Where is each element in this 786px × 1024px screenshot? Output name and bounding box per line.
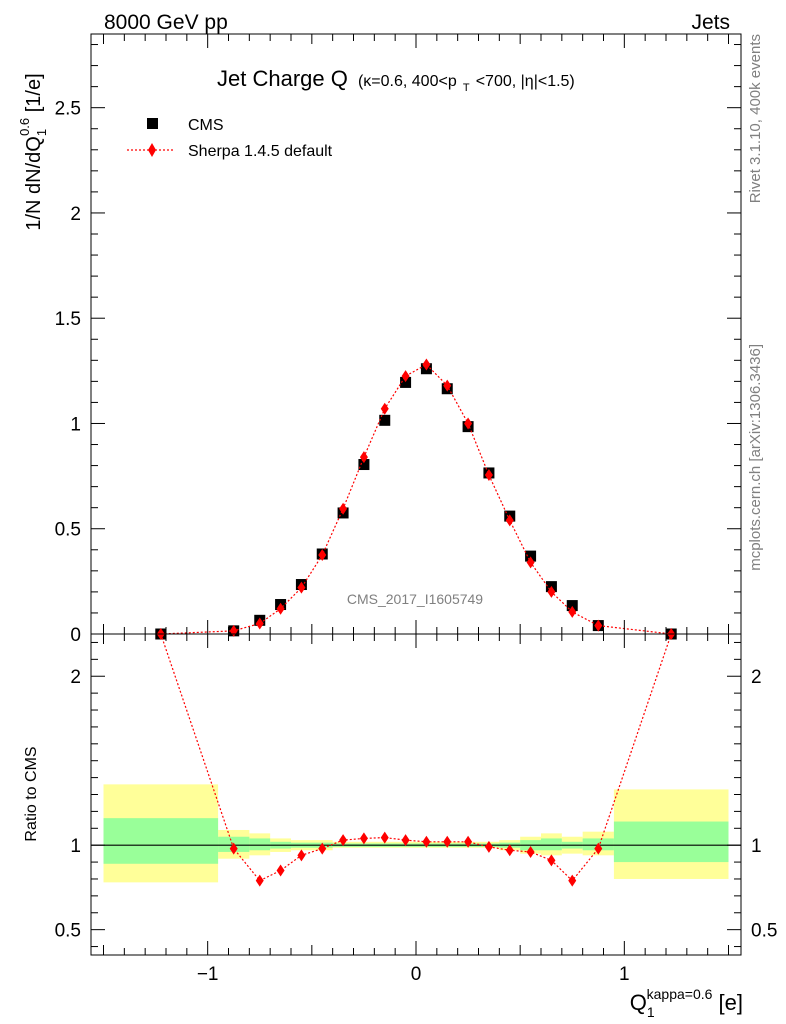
sherpa-point: [401, 370, 410, 383]
sherpa-point: [568, 605, 577, 618]
sherpa-point: [422, 358, 431, 371]
cms-point: [358, 459, 370, 471]
cms-point: [525, 550, 537, 562]
ratio-series: [160, 633, 672, 887]
ratio-sherpa-point: [443, 835, 452, 848]
cms-point: [566, 600, 578, 612]
ratio-sherpa-point: [505, 844, 514, 857]
x-axis-label-q: Q: [630, 990, 647, 1015]
ratio-y-axis-label: Ratio to CMS: [23, 746, 40, 841]
ratio-sherpa-point: [318, 842, 327, 855]
ratio-band-green: [613, 821, 729, 863]
legend-label-sherpa: Sherpa 1.4.5 default: [188, 143, 333, 160]
y-axis-label: 1/N dN/dQ10.6 [1/e]: [17, 73, 49, 230]
ratio-sherpa-point: [339, 834, 348, 847]
header-left: 8000 GeV pp: [104, 11, 228, 34]
ratio-sherpa-point: [276, 864, 285, 877]
legend-marker-sherpa: [148, 143, 156, 157]
x-axis-label: Q1 kappa=0.6 [e]: [630, 986, 743, 1020]
watermark: CMS_2017_I1605749: [347, 591, 483, 607]
sherpa-point: [255, 617, 264, 630]
x-tick-label: 1: [619, 964, 630, 985]
sherpa-point: [505, 514, 514, 527]
chart-subtitle-b: <700, |η|<1.5): [476, 73, 575, 90]
legend-label-cms: CMS: [188, 117, 224, 134]
ratio-sherpa-point: [359, 832, 368, 845]
ratio-ytick-label-right: 0.5: [751, 921, 777, 942]
x-tick-label: 0: [411, 964, 422, 985]
chart-subtitle-a: (κ=0.6, 400<p: [358, 73, 457, 90]
legend-marker-cms: [147, 118, 158, 129]
sherpa-point: [484, 469, 493, 482]
main-panel: CMS_2017_I1605749 Jet Charge Q (κ=0.6, 4…: [17, 33, 742, 646]
ratio-sherpa-point: [568, 874, 577, 887]
sherpa-point: [359, 451, 368, 464]
ratio-band-green: [249, 838, 271, 851]
ratio-sherpa-point: [380, 831, 389, 844]
mcplots-label: mcplots.cern.ch [arXiv:1306.3436]: [747, 344, 764, 571]
ratio-sherpa-point: [547, 854, 556, 867]
cms-point: [400, 376, 412, 388]
main-series: [155, 358, 677, 640]
main-ytick-label: 1.5: [55, 309, 81, 330]
header-right: Jets: [691, 11, 730, 34]
main-axes: 0 0.5 1 1.5 2 2.5: [55, 34, 741, 646]
ratio-sherpa-point: [594, 842, 603, 855]
main-ytick-label: 0: [70, 625, 81, 646]
sherpa-point: [318, 549, 327, 562]
main-ytick-label: 1: [70, 414, 81, 435]
sherpa-point: [594, 619, 603, 632]
sherpa-point: [297, 581, 306, 594]
ratio-ytick-label: 0.5: [55, 921, 81, 942]
ratio-sherpa-point: [422, 835, 431, 848]
sherpa-point: [526, 556, 535, 569]
ratio-sherpa-point: [297, 849, 306, 862]
chart-title: Jet Charge Q (κ=0.6, 400<p T <700, |η|<1…: [217, 66, 575, 96]
main-ytick-label: 2.5: [55, 99, 81, 120]
chart-title-main: Jet Charge Q: [217, 66, 348, 91]
sherpa-point: [547, 585, 556, 598]
ratio-sherpa-point: [255, 874, 264, 887]
legend: CMS Sherpa 1.4.5 default: [127, 117, 333, 160]
x-axis-label-sup: kappa=0.6: [647, 986, 713, 1002]
ratio-panel: −1 0 1 0.5 0.5 1 1 2 2 Ratio to CMS Q1 kappa=0.6 …: [23, 633, 777, 1020]
sherpa-point: [276, 602, 285, 615]
ratio-bands: [91, 784, 741, 883]
sherpa-point: [464, 417, 473, 430]
ratio-band-green: [541, 838, 562, 851]
y-axis-label-sup: 0.6: [17, 118, 32, 136]
ratio-band-green: [103, 818, 219, 864]
ratio-ytick-label: 2: [70, 667, 81, 688]
ratio-sherpa-line: [160, 633, 672, 882]
ratio-ytick-label-right: 2: [751, 667, 762, 688]
sherpa-point: [443, 379, 452, 392]
ratio-sherpa-point: [401, 834, 410, 847]
ratio-sherpa-point: [464, 835, 473, 848]
ratio-ytick-label: 1: [70, 836, 81, 857]
sherpa-point: [380, 402, 389, 415]
ratio-axes: −1 0 1 0.5 0.5 1 1 2 2: [55, 634, 777, 985]
x-axis-label-sub: 1: [647, 1004, 655, 1020]
cms-point: [379, 414, 391, 426]
chart-subtitle-sub: T: [463, 82, 470, 94]
main-ytick-label: 0.5: [55, 520, 81, 541]
ratio-sherpa-point: [229, 842, 238, 855]
ratio-ytick-label-right: 1: [751, 836, 762, 857]
x-axis-label-unit: [e]: [712, 990, 743, 1015]
ratio-frame: [90, 633, 742, 956]
y-axis-label-sub: 1: [34, 129, 49, 136]
y-axis-label-unit: [1/e]: [23, 73, 45, 117]
sherpa-point: [339, 502, 348, 515]
main-ytick-label: 2: [70, 204, 81, 225]
ratio-sherpa-point: [484, 840, 493, 853]
x-tick-label: −1: [197, 964, 219, 985]
rivet-label: Rivet 3.1.10, 400k events: [747, 34, 764, 203]
y-axis-label-a: 1/N dN/dQ: [23, 136, 45, 230]
ratio-sherpa-point: [526, 845, 535, 858]
